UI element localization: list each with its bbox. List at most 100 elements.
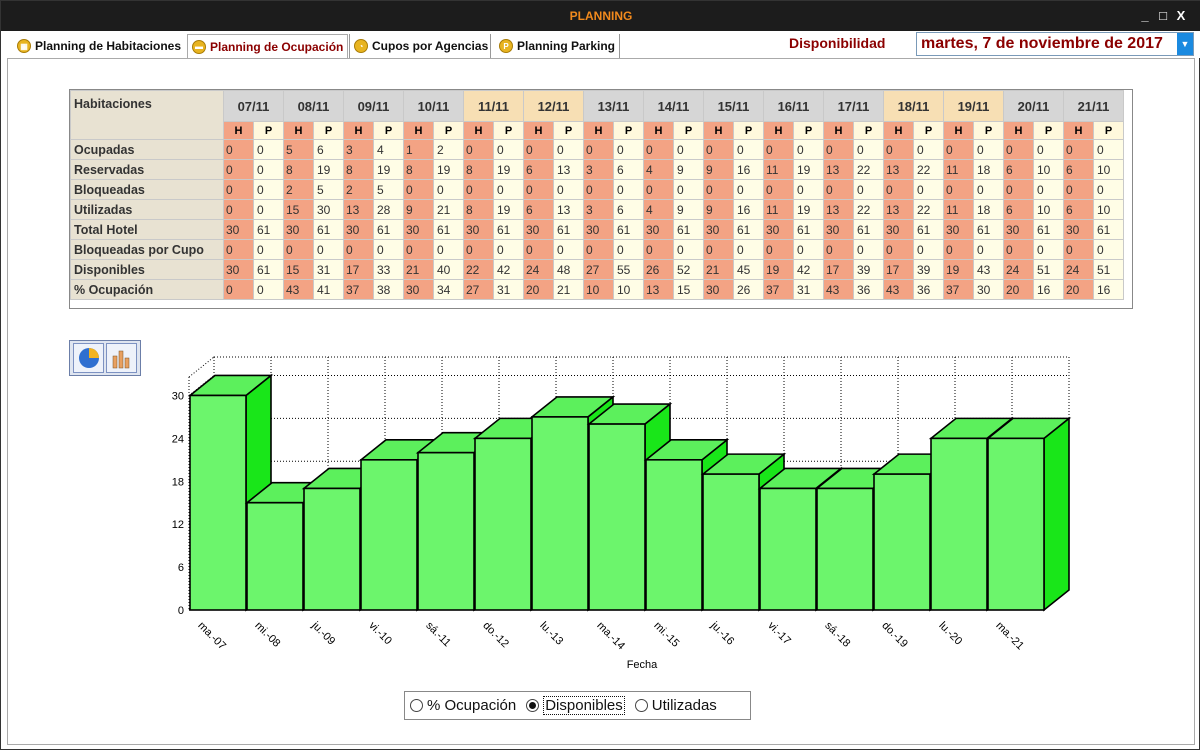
- cell-p[interactable]: 0: [253, 199, 284, 220]
- cell-h[interactable]: 3: [583, 159, 614, 180]
- cell-p[interactable]: 13: [553, 159, 584, 180]
- cell-h[interactable]: 0: [583, 139, 614, 160]
- cell-p[interactable]: 0: [733, 139, 764, 160]
- cell-p[interactable]: 16: [733, 199, 764, 220]
- cell-p[interactable]: 31: [493, 279, 524, 300]
- cell-p[interactable]: 42: [493, 259, 524, 280]
- cell-h[interactable]: 24: [1003, 259, 1034, 280]
- cell-p[interactable]: 22: [913, 159, 944, 180]
- cell-h[interactable]: 0: [703, 179, 734, 200]
- cell-p[interactable]: 40: [433, 259, 464, 280]
- cell-h[interactable]: 37: [343, 279, 374, 300]
- cell-p[interactable]: 0: [253, 239, 284, 260]
- tab-planning-parking[interactable]: P Planning Parking: [495, 34, 619, 58]
- cell-p[interactable]: 15: [673, 279, 704, 300]
- cell-h[interactable]: 30: [703, 219, 734, 240]
- cell-p[interactable]: 21: [433, 199, 464, 220]
- cell-p[interactable]: 9: [673, 199, 704, 220]
- cell-h[interactable]: 11: [763, 159, 794, 180]
- cell-h[interactable]: 0: [223, 179, 254, 200]
- cell-h[interactable]: 15: [283, 199, 314, 220]
- cell-p[interactable]: 0: [1093, 139, 1124, 160]
- cell-h[interactable]: 30: [703, 279, 734, 300]
- cell-h[interactable]: 30: [343, 219, 374, 240]
- cell-p[interactable]: 0: [853, 179, 884, 200]
- cell-h[interactable]: 30: [1063, 219, 1094, 240]
- cell-p[interactable]: 0: [853, 239, 884, 260]
- cell-p[interactable]: 22: [853, 159, 884, 180]
- cell-h[interactable]: 6: [1063, 199, 1094, 220]
- cell-h[interactable]: 0: [823, 239, 854, 260]
- cell-h[interactable]: 8: [403, 159, 434, 180]
- cell-h[interactable]: 0: [403, 239, 434, 260]
- cell-p[interactable]: 31: [313, 259, 344, 280]
- cell-p[interactable]: 36: [853, 279, 884, 300]
- cell-p[interactable]: 6: [613, 199, 644, 220]
- cell-h[interactable]: 13: [883, 199, 914, 220]
- cell-h[interactable]: 0: [1003, 179, 1034, 200]
- cell-h[interactable]: 30: [223, 259, 254, 280]
- cell-p[interactable]: 19: [793, 159, 824, 180]
- cell-p[interactable]: 0: [793, 139, 824, 160]
- cell-p[interactable]: 0: [1093, 179, 1124, 200]
- cell-h[interactable]: 0: [223, 239, 254, 260]
- cell-h[interactable]: 37: [943, 279, 974, 300]
- cell-h[interactable]: 8: [343, 159, 374, 180]
- radio-utilizadas[interactable]: Utilizadas: [634, 697, 717, 714]
- cell-p[interactable]: 0: [493, 179, 524, 200]
- cell-h[interactable]: 24: [1063, 259, 1094, 280]
- cell-p[interactable]: 4: [373, 139, 404, 160]
- cell-h[interactable]: 0: [703, 139, 734, 160]
- cell-h[interactable]: 9: [703, 159, 734, 180]
- cell-h[interactable]: 0: [403, 179, 434, 200]
- cell-p[interactable]: 61: [433, 219, 464, 240]
- cell-h[interactable]: 8: [283, 159, 314, 180]
- cell-p[interactable]: 0: [913, 139, 944, 160]
- cell-p[interactable]: 61: [373, 219, 404, 240]
- cell-h[interactable]: 11: [943, 159, 974, 180]
- cell-p[interactable]: 16: [1093, 279, 1124, 300]
- cell-p[interactable]: 26: [733, 279, 764, 300]
- cell-p[interactable]: 19: [373, 159, 404, 180]
- radio-ocupacion[interactable]: % Ocupación: [410, 697, 516, 714]
- cell-p[interactable]: 0: [493, 139, 524, 160]
- cell-p[interactable]: 61: [913, 219, 944, 240]
- cell-h[interactable]: 8: [463, 159, 494, 180]
- cell-p[interactable]: 39: [913, 259, 944, 280]
- tab-planning-ocupacion[interactable]: ▬ Planning de Ocupación: [187, 34, 349, 58]
- cell-h[interactable]: 0: [283, 239, 314, 260]
- radio-disponibles[interactable]: Disponibles: [526, 696, 625, 715]
- cell-h[interactable]: 17: [883, 259, 914, 280]
- cell-p[interactable]: 0: [253, 279, 284, 300]
- cell-p[interactable]: 16: [1033, 279, 1064, 300]
- maximize-button[interactable]: □: [1159, 8, 1167, 23]
- cell-h[interactable]: 27: [463, 279, 494, 300]
- close-button[interactable]: X: [1176, 8, 1186, 23]
- cell-h[interactable]: 30: [823, 219, 854, 240]
- cell-h[interactable]: 13: [643, 279, 674, 300]
- cell-h[interactable]: 1: [403, 139, 434, 160]
- cell-h[interactable]: 0: [763, 179, 794, 200]
- cell-p[interactable]: 0: [973, 179, 1004, 200]
- cell-h[interactable]: 3: [343, 139, 374, 160]
- cell-h[interactable]: 24: [523, 259, 554, 280]
- cell-p[interactable]: 45: [733, 259, 764, 280]
- cell-h[interactable]: 13: [823, 199, 854, 220]
- cell-h[interactable]: 0: [943, 139, 974, 160]
- cell-h[interactable]: 0: [463, 179, 494, 200]
- cell-h[interactable]: 0: [343, 239, 374, 260]
- cell-p[interactable]: 0: [973, 239, 1004, 260]
- cell-h[interactable]: 0: [643, 179, 674, 200]
- cell-h[interactable]: 9: [403, 199, 434, 220]
- chevron-down-icon[interactable]: ▼: [1177, 33, 1193, 55]
- cell-h[interactable]: 0: [883, 179, 914, 200]
- cell-p[interactable]: 21: [553, 279, 584, 300]
- cell-p[interactable]: 0: [433, 179, 464, 200]
- cell-p[interactable]: 18: [973, 159, 1004, 180]
- cell-h[interactable]: 17: [343, 259, 374, 280]
- cell-p[interactable]: 41: [313, 279, 344, 300]
- minimize-button[interactable]: _: [1141, 8, 1149, 23]
- date-dropdown[interactable]: martes, 7 de noviembre de 2017 ▼: [916, 32, 1194, 56]
- cell-h[interactable]: 27: [583, 259, 614, 280]
- cell-h[interactable]: 20: [1063, 279, 1094, 300]
